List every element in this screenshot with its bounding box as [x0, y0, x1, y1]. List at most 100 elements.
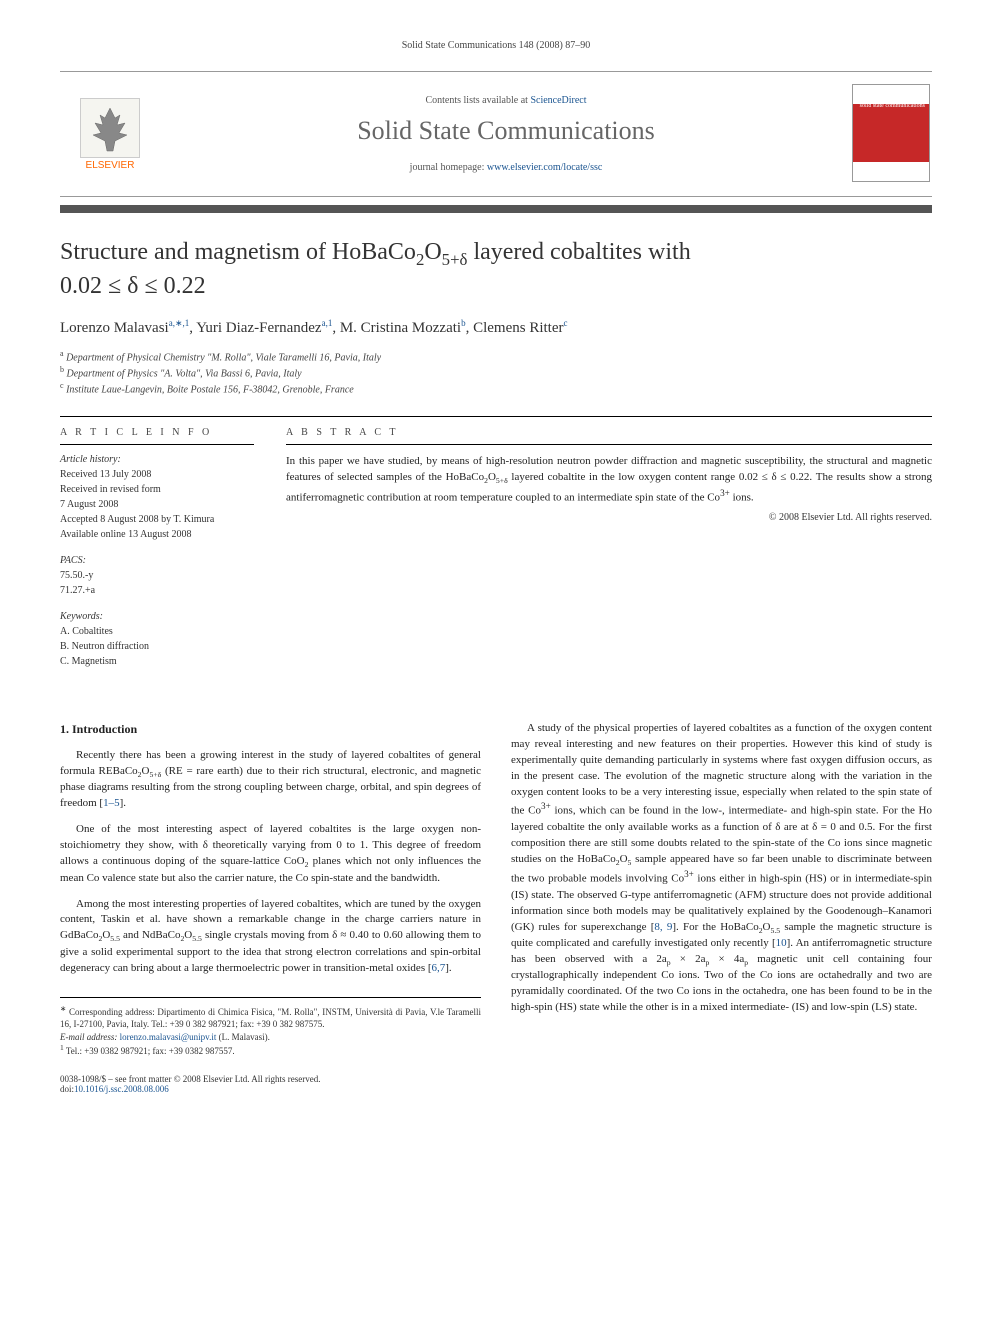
author-4-sup: c — [563, 318, 567, 328]
rp1e: ]. For the HoBaCo — [672, 921, 758, 933]
homepage-link[interactable]: www.elsevier.com/locate/ssc — [487, 162, 602, 173]
pacs-l2: 71.27.+a — [60, 584, 254, 598]
affil-a-sup: a — [60, 349, 64, 358]
journal-cover-thumb: solid state communications — [852, 84, 930, 182]
history-l1: Received 13 July 2008 — [60, 468, 254, 482]
doi-link[interactable]: 10.1016/j.ssc.2008.08.006 — [74, 1084, 169, 1094]
footer-bar: 0038-1098/$ – see front matter © 2008 El… — [60, 1074, 932, 1094]
affil-b-sup: b — [60, 365, 64, 374]
rule-bar — [60, 205, 932, 213]
p3: Among the most interesting properties of… — [60, 897, 481, 977]
col-left: 1. Introduction Recently there has been … — [60, 721, 481, 1058]
affiliations: a Department of Physical Chemistry "M. R… — [60, 349, 932, 396]
rp1h: × 2a — [671, 953, 706, 965]
article-info-label: A R T I C L E I N F O — [60, 427, 254, 445]
pacs-l1: 75.50.-y — [60, 569, 254, 583]
masthead-center: Contents lists available at ScienceDirec… — [160, 95, 852, 173]
p2: One of the most interesting aspect of la… — [60, 822, 481, 886]
abstract-text: In this paper we have studied, by means … — [286, 453, 932, 506]
author-2-sup: a,1 — [322, 318, 333, 328]
fn-corr: ∗ Corresponding address: Dipartimento di… — [60, 1004, 481, 1031]
title-post1: layered cobaltites with — [467, 239, 690, 265]
affil-b-text: Department of Physics "A. Volta", Via Ba… — [67, 368, 302, 379]
p1: Recently there has been a growing intere… — [60, 748, 481, 812]
kw-l1: A. Cobaltites — [60, 625, 254, 639]
p1c: ]. — [120, 797, 126, 809]
title-mid1: O — [424, 239, 441, 265]
homepage-prefix: journal homepage: — [410, 162, 487, 173]
publisher-block: ELSEVIER — [60, 98, 160, 171]
author-4: Clemens Ritter — [473, 320, 563, 336]
info-abstract-row: A R T I C L E I N F O Article history: R… — [60, 416, 932, 691]
article-info-col: A R T I C L E I N F O Article history: R… — [60, 417, 270, 691]
abs-end: ions. — [730, 492, 754, 504]
fn-tel: 1 Tel.: +39 0382 987921; fax: +39 0382 9… — [60, 1043, 481, 1058]
history-l5: Available online 13 August 2008 — [60, 528, 254, 542]
authors-line: Lorenzo Malavasia,∗,1, Yuri Diaz-Fernand… — [60, 318, 932, 337]
fn-tel-text: Tel.: +39 0382 987921; fax: +39 0382 987… — [64, 1046, 235, 1056]
ref-1-5[interactable]: 1–5 — [103, 797, 120, 809]
affil-a-text: Department of Physical Chemistry "M. Rol… — [66, 352, 381, 363]
affil-a: a Department of Physical Chemistry "M. R… — [60, 349, 932, 363]
abstract-col: A B S T R A C T In this paper we have st… — [270, 417, 932, 691]
cover-thumb-title: solid state communications — [860, 103, 925, 109]
history-l3: 7 August 2008 — [60, 498, 254, 512]
ref-10[interactable]: 10 — [776, 937, 787, 949]
footer-l1: 0038-1098/$ – see front matter © 2008 El… — [60, 1074, 932, 1084]
rp1a: A study of the physical properties of la… — [511, 722, 932, 817]
author-1-sup: a,∗,1 — [169, 318, 190, 328]
cover-thumb-wrap: solid state communications — [852, 84, 932, 184]
keywords-head: Keywords: — [60, 610, 254, 624]
author-3-sup: b — [461, 318, 466, 328]
copyright: © 2008 Elsevier Ltd. All rights reserved… — [286, 512, 932, 523]
footnotes: ∗ Corresponding address: Dipartimento di… — [60, 997, 481, 1058]
abs-s1: 2 — [484, 476, 488, 485]
fn-email: E-mail address: lorenzo.malavasi@unipv.i… — [60, 1031, 481, 1044]
keywords-block: Keywords: A. Cobaltites B. Neutron diffr… — [60, 610, 254, 669]
r-p1: A study of the physical properties of la… — [511, 721, 932, 1016]
abstract-label: A B S T R A C T — [286, 427, 932, 445]
history-block: Article history: Received 13 July 2008 R… — [60, 453, 254, 542]
intro-heading: 1. Introduction — [60, 721, 481, 738]
doi-label: doi: — [60, 1084, 74, 1094]
author-1: Lorenzo Malavasi — [60, 320, 169, 336]
abs-s3: 3+ — [720, 488, 730, 498]
affil-c-text: Institute Laue-Langevin, Boite Postale 1… — [66, 385, 354, 396]
fn-email-label: E-mail address: — [60, 1032, 120, 1042]
title-pre: Structure and magnetism of HoBaCo — [60, 239, 416, 265]
kw-l3: C. Magnetism — [60, 655, 254, 669]
rp1i: × 4a — [709, 953, 744, 965]
col-right: A study of the physical properties of la… — [511, 721, 932, 1058]
history-l4: Accepted 8 August 2008 by T. Kimura — [60, 513, 254, 527]
body-columns: 1. Introduction Recently there has been … — [60, 721, 932, 1058]
ref-8-9[interactable]: 8, 9 — [654, 921, 672, 933]
p3b: and NdBaCo — [120, 929, 181, 941]
ref-6-7[interactable]: 6,7 — [432, 962, 446, 974]
abs-s2: 5+δ — [496, 476, 508, 485]
title-sub2: 5+δ — [442, 250, 468, 269]
author-3: M. Cristina Mozzati — [340, 320, 461, 336]
contents-prefix: Contents lists available at — [425, 95, 530, 106]
article-title: Structure and magnetism of HoBaCo2O5+δ l… — [60, 237, 932, 302]
affil-c: c Institute Laue-Langevin, Boite Postale… — [60, 381, 932, 395]
pacs-head: PACS: — [60, 554, 254, 568]
affil-b: b Department of Physics "A. Volta", Via … — [60, 365, 932, 379]
contents-line: Contents lists available at ScienceDirec… — [160, 95, 852, 106]
history-head: Article history: — [60, 453, 254, 467]
sciencedirect-link[interactable]: ScienceDirect — [530, 95, 586, 106]
history-l2: Received in revised form — [60, 483, 254, 497]
fn-email-link[interactable]: lorenzo.malavasi@unipv.it — [120, 1032, 217, 1042]
elsevier-tree-icon — [80, 98, 140, 158]
fn-email-person: (L. Malavasi). — [216, 1032, 269, 1042]
publisher-label: ELSEVIER — [86, 160, 135, 171]
running-head: Solid State Communications 148 (2008) 87… — [60, 40, 932, 51]
pacs-block: PACS: 75.50.-y 71.27.+a — [60, 554, 254, 598]
affil-c-sup: c — [60, 381, 64, 390]
masthead: ELSEVIER Contents lists available at Sci… — [60, 71, 932, 197]
p3d: ]. — [445, 962, 451, 974]
footer-doi: doi:10.1016/j.ssc.2008.08.006 — [60, 1084, 932, 1094]
journal-name: Solid State Communications — [160, 116, 852, 146]
homepage-line: journal homepage: www.elsevier.com/locat… — [160, 162, 852, 173]
author-2: Yuri Diaz-Fernandez — [196, 320, 321, 336]
fn-corr-text: Corresponding address: Dipartimento di C… — [60, 1007, 481, 1030]
